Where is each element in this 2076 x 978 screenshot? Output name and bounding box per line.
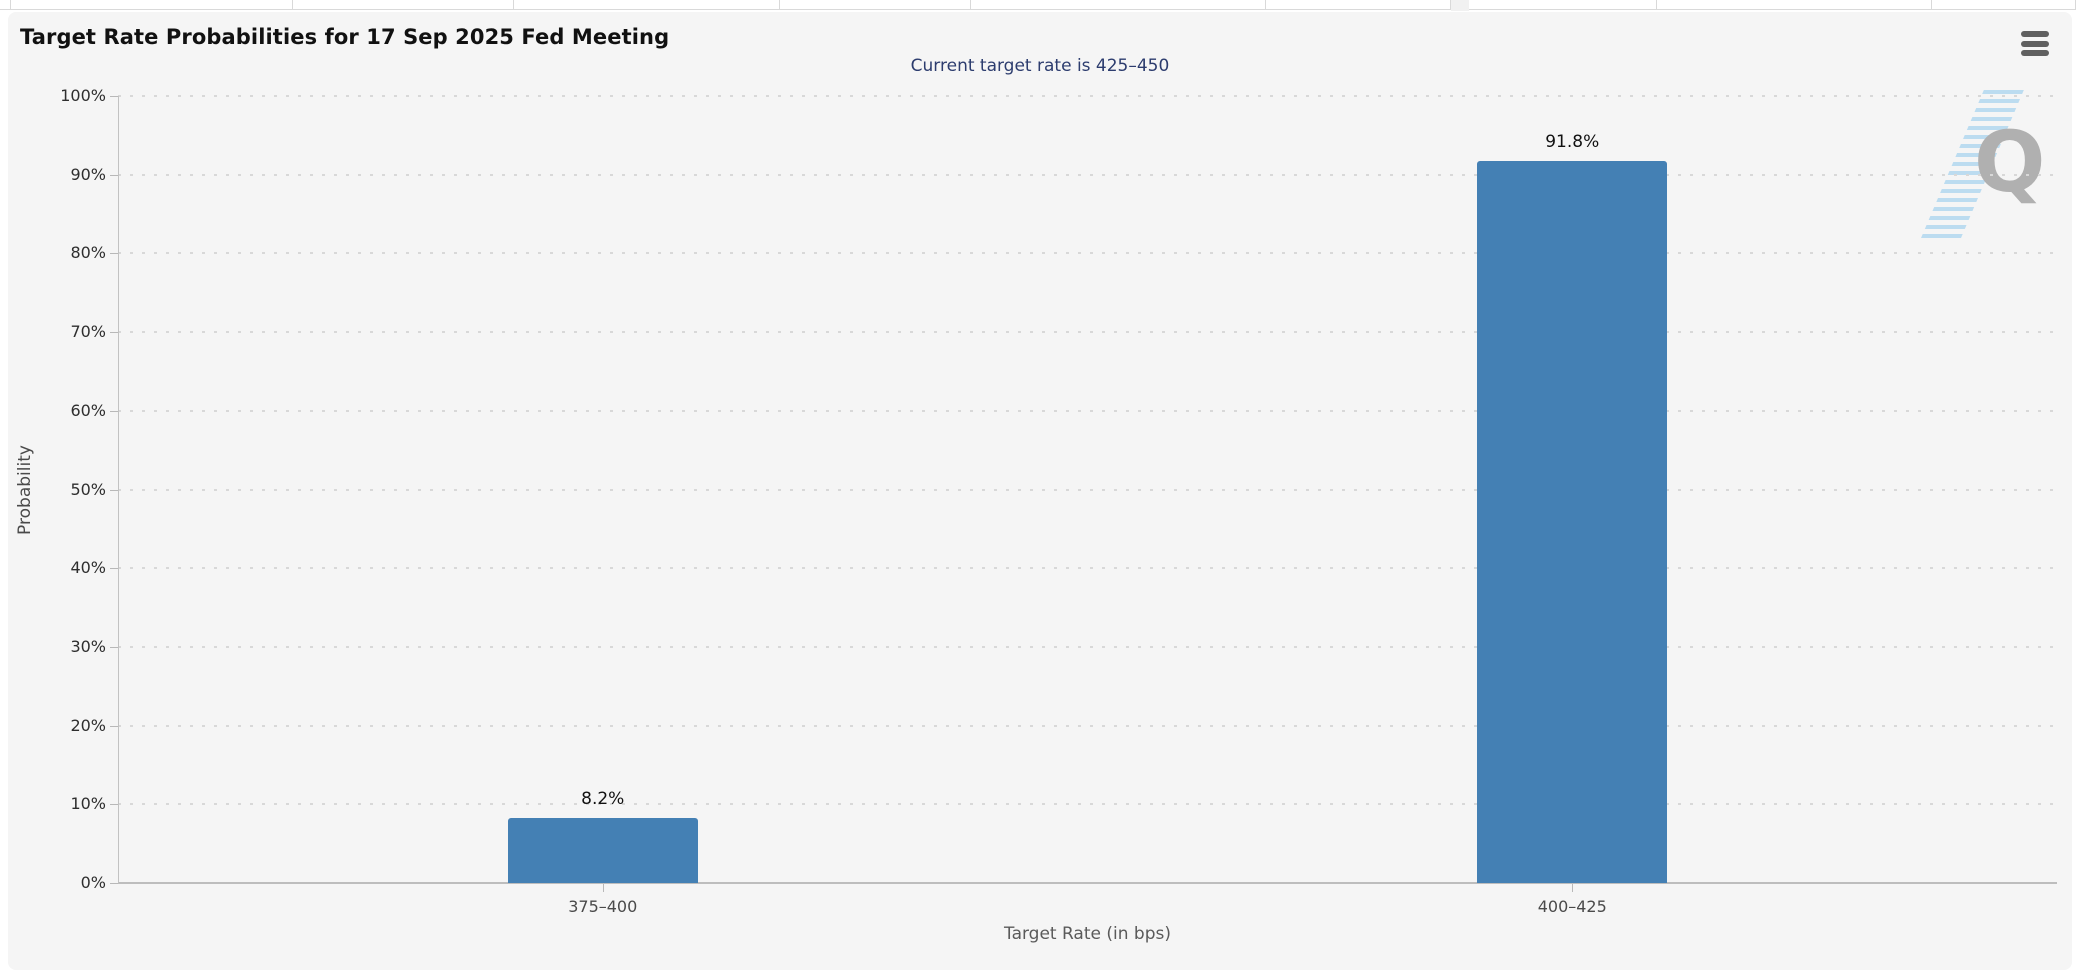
y-axis-tick — [110, 489, 118, 491]
y-axis-tick-label: 20% — [70, 715, 106, 735]
chart-title: Target Rate Probabilities for 17 Sep 202… — [20, 25, 670, 49]
tab-cell[interactable] — [514, 0, 780, 10]
y-axis-tick-label: 50% — [70, 479, 106, 499]
y-axis-tick — [110, 174, 118, 176]
x-axis-title: Target Rate (in bps) — [1004, 924, 1171, 944]
x-axis-line — [118, 882, 2057, 884]
x-axis-tick-label: 375–400 — [568, 897, 638, 916]
hamburger-menu-icon — [2021, 50, 2049, 56]
y-axis-tick — [110, 332, 118, 334]
y-axis-tick-label: 80% — [70, 243, 106, 263]
y-axis-tick — [110, 96, 118, 97]
y-axis-tick — [110, 646, 118, 648]
y-axis-tick — [110, 883, 118, 884]
bar-value-label: 91.8% — [1545, 131, 1600, 152]
tab-cell[interactable] — [1266, 0, 1451, 10]
gridline — [118, 488, 2057, 491]
y-axis-tick — [110, 568, 118, 570]
y-axis-tick — [110, 253, 118, 255]
x-axis-tick-label: 400–425 — [1537, 897, 1607, 916]
y-axis-tick-label: 60% — [70, 400, 106, 420]
watermark-q-logo-icon: Q — [1974, 113, 2046, 211]
gridline — [118, 252, 2057, 255]
bar-400–425[interactable] — [1477, 160, 1668, 883]
tab-strip — [0, 0, 2076, 11]
gridline — [118, 567, 2057, 570]
gridline — [118, 645, 2057, 648]
hamburger-menu-icon — [2021, 40, 2049, 47]
y-axis-tick-label: 70% — [70, 322, 106, 342]
tab-strip-gap — [1451, 0, 1469, 11]
tab-cell[interactable] — [293, 0, 514, 10]
gridline — [118, 409, 2057, 412]
tab-cell[interactable] — [0, 0, 11, 10]
y-axis-tick — [110, 725, 118, 727]
chart-subtitle: Current target rate is 425–450 — [910, 56, 1170, 76]
y-axis-tick-label: 40% — [70, 558, 106, 578]
y-axis-tick — [110, 804, 118, 806]
y-axis-tick — [110, 410, 118, 412]
y-axis-line — [118, 96, 119, 883]
y-axis-tick-label: 10% — [70, 794, 106, 814]
hamburger-menu-icon — [2021, 31, 2049, 37]
bar-375–400[interactable] — [507, 818, 698, 883]
y-axis-tick-label: 0% — [80, 873, 106, 892]
gridline — [118, 724, 2057, 727]
gridline — [118, 173, 2057, 176]
y-axis-tick-label: 100% — [60, 86, 106, 105]
y-axis-tick-label: 90% — [70, 164, 106, 184]
fedwatch-chart-panel: Target Rate Probabilities for 17 Sep 202… — [8, 12, 2072, 970]
tab-cell[interactable] — [1932, 0, 2076, 10]
chart-menu-button[interactable] — [2021, 31, 2049, 56]
tab-cell[interactable] — [1469, 0, 1657, 10]
tab-cell[interactable] — [971, 0, 1266, 10]
y-axis-title: Probability — [15, 445, 35, 535]
tab-cell[interactable] — [11, 0, 293, 10]
gridline — [118, 95, 2057, 97]
tab-cell[interactable] — [780, 0, 971, 10]
y-axis-tick-label: 30% — [70, 636, 106, 656]
gridline — [118, 803, 2057, 806]
bar-value-label: 8.2% — [581, 789, 625, 810]
x-axis-tick — [602, 884, 604, 892]
tab-cell[interactable] — [1657, 0, 1932, 10]
gridline — [118, 331, 2057, 334]
x-axis-tick — [1572, 884, 1574, 892]
